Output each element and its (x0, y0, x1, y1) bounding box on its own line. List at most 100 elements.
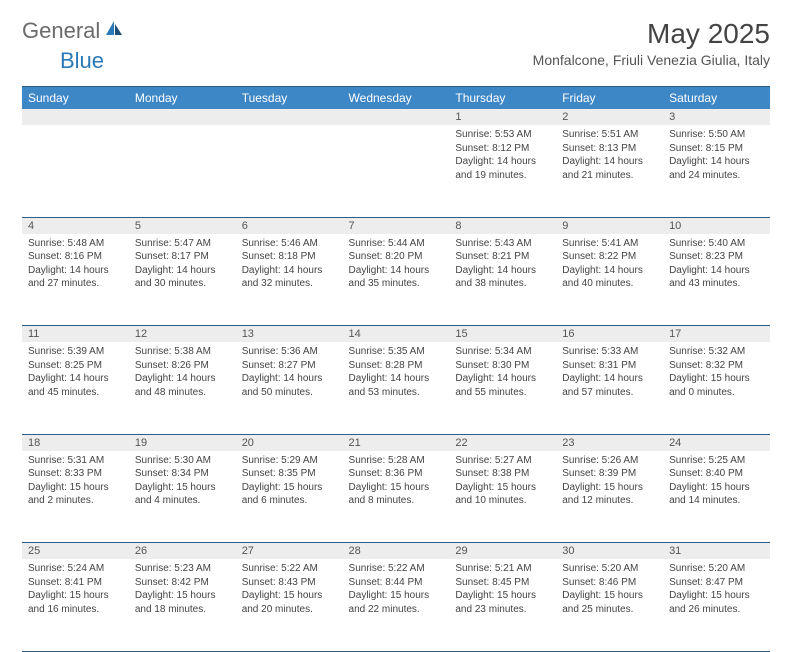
sunrise-line: Sunrise: 5:51 AM (562, 128, 657, 142)
weekday-header: Tuesday (236, 87, 343, 110)
sunrise-line: Sunrise: 5:41 AM (562, 237, 657, 251)
month-title: May 2025 (533, 18, 770, 50)
sunset-line: Sunset: 8:46 PM (562, 576, 657, 590)
daylight-line: Daylight: 15 hours and 0 minutes. (669, 372, 764, 399)
daylight-line: Daylight: 14 hours and 40 minutes. (562, 264, 657, 291)
sunset-line: Sunset: 8:47 PM (669, 576, 764, 590)
day-number-cell: 1 (449, 109, 556, 125)
day-number-cell: 31 (663, 543, 770, 560)
week-row: Sunrise: 5:31 AMSunset: 8:33 PMDaylight:… (22, 451, 770, 543)
sunset-line: Sunset: 8:42 PM (135, 576, 230, 590)
daylight-line: Daylight: 14 hours and 32 minutes. (242, 264, 337, 291)
sunrise-line: Sunrise: 5:30 AM (135, 454, 230, 468)
sunset-line: Sunset: 8:25 PM (28, 359, 123, 373)
daynum-row: 18192021222324 (22, 434, 770, 451)
sunset-line: Sunset: 8:26 PM (135, 359, 230, 373)
sunset-line: Sunset: 8:27 PM (242, 359, 337, 373)
daylight-line: Daylight: 15 hours and 12 minutes. (562, 481, 657, 508)
day-number-cell: 19 (129, 434, 236, 451)
sunset-line: Sunset: 8:43 PM (242, 576, 337, 590)
day-cell: Sunrise: 5:46 AMSunset: 8:18 PMDaylight:… (236, 234, 343, 326)
logo-sail-icon (104, 19, 124, 44)
day-cell: Sunrise: 5:35 AMSunset: 8:28 PMDaylight:… (343, 342, 450, 434)
day-cell: Sunrise: 5:29 AMSunset: 8:35 PMDaylight:… (236, 451, 343, 543)
sunrise-line: Sunrise: 5:29 AM (242, 454, 337, 468)
logo: General (22, 18, 126, 44)
sunrise-line: Sunrise: 5:44 AM (349, 237, 444, 251)
daylight-line: Daylight: 14 hours and 24 minutes. (669, 155, 764, 182)
sunrise-line: Sunrise: 5:34 AM (455, 345, 550, 359)
day-number-cell: 25 (22, 543, 129, 560)
day-number-cell: 4 (22, 217, 129, 234)
day-number-cell: 27 (236, 543, 343, 560)
day-number-cell: 2 (556, 109, 663, 125)
day-cell: Sunrise: 5:44 AMSunset: 8:20 PMDaylight:… (343, 234, 450, 326)
day-cell: Sunrise: 5:33 AMSunset: 8:31 PMDaylight:… (556, 342, 663, 434)
day-cell: Sunrise: 5:21 AMSunset: 8:45 PMDaylight:… (449, 559, 556, 651)
day-number-cell (22, 109, 129, 125)
daylight-line: Daylight: 14 hours and 38 minutes. (455, 264, 550, 291)
day-cell: Sunrise: 5:23 AMSunset: 8:42 PMDaylight:… (129, 559, 236, 651)
day-number-cell: 12 (129, 326, 236, 343)
daylight-line: Daylight: 15 hours and 6 minutes. (242, 481, 337, 508)
day-number-cell: 11 (22, 326, 129, 343)
weekday-header: Thursday (449, 87, 556, 110)
daynum-row: 123 (22, 109, 770, 125)
sunset-line: Sunset: 8:38 PM (455, 467, 550, 481)
day-number-cell: 18 (22, 434, 129, 451)
day-cell: Sunrise: 5:24 AMSunset: 8:41 PMDaylight:… (22, 559, 129, 651)
sunrise-line: Sunrise: 5:32 AM (669, 345, 764, 359)
day-cell: Sunrise: 5:47 AMSunset: 8:17 PMDaylight:… (129, 234, 236, 326)
sunrise-line: Sunrise: 5:48 AM (28, 237, 123, 251)
day-number-cell: 7 (343, 217, 450, 234)
day-number-cell: 23 (556, 434, 663, 451)
sunrise-line: Sunrise: 5:21 AM (455, 562, 550, 576)
day-cell: Sunrise: 5:48 AMSunset: 8:16 PMDaylight:… (22, 234, 129, 326)
day-number-cell: 5 (129, 217, 236, 234)
day-cell (236, 125, 343, 217)
weekday-header: Wednesday (343, 87, 450, 110)
sunset-line: Sunset: 8:17 PM (135, 250, 230, 264)
sunrise-line: Sunrise: 5:25 AM (669, 454, 764, 468)
daylight-line: Daylight: 14 hours and 19 minutes. (455, 155, 550, 182)
sunrise-line: Sunrise: 5:35 AM (349, 345, 444, 359)
day-number-cell: 20 (236, 434, 343, 451)
sunrise-line: Sunrise: 5:53 AM (455, 128, 550, 142)
sunset-line: Sunset: 8:21 PM (455, 250, 550, 264)
day-cell: Sunrise: 5:39 AMSunset: 8:25 PMDaylight:… (22, 342, 129, 434)
day-number-cell: 13 (236, 326, 343, 343)
day-cell: Sunrise: 5:32 AMSunset: 8:32 PMDaylight:… (663, 342, 770, 434)
day-cell: Sunrise: 5:53 AMSunset: 8:12 PMDaylight:… (449, 125, 556, 217)
day-number-cell: 8 (449, 217, 556, 234)
logo-text-general: General (22, 18, 100, 44)
sunset-line: Sunset: 8:20 PM (349, 250, 444, 264)
day-cell: Sunrise: 5:38 AMSunset: 8:26 PMDaylight:… (129, 342, 236, 434)
day-number-cell: 29 (449, 543, 556, 560)
week-row: Sunrise: 5:24 AMSunset: 8:41 PMDaylight:… (22, 559, 770, 651)
sunrise-line: Sunrise: 5:40 AM (669, 237, 764, 251)
sunrise-line: Sunrise: 5:46 AM (242, 237, 337, 251)
day-number-cell: 26 (129, 543, 236, 560)
daylight-line: Daylight: 14 hours and 48 minutes. (135, 372, 230, 399)
sunrise-line: Sunrise: 5:20 AM (669, 562, 764, 576)
day-number-cell: 16 (556, 326, 663, 343)
day-cell: Sunrise: 5:41 AMSunset: 8:22 PMDaylight:… (556, 234, 663, 326)
day-cell: Sunrise: 5:34 AMSunset: 8:30 PMDaylight:… (449, 342, 556, 434)
sunrise-line: Sunrise: 5:27 AM (455, 454, 550, 468)
day-number-cell: 30 (556, 543, 663, 560)
sunset-line: Sunset: 8:32 PM (669, 359, 764, 373)
day-cell (343, 125, 450, 217)
sunrise-line: Sunrise: 5:39 AM (28, 345, 123, 359)
daynum-row: 45678910 (22, 217, 770, 234)
sunset-line: Sunset: 8:13 PM (562, 142, 657, 156)
day-cell: Sunrise: 5:20 AMSunset: 8:46 PMDaylight:… (556, 559, 663, 651)
sunrise-line: Sunrise: 5:24 AM (28, 562, 123, 576)
week-row: Sunrise: 5:53 AMSunset: 8:12 PMDaylight:… (22, 125, 770, 217)
day-cell (129, 125, 236, 217)
daylight-line: Daylight: 15 hours and 4 minutes. (135, 481, 230, 508)
sunset-line: Sunset: 8:40 PM (669, 467, 764, 481)
daylight-line: Daylight: 14 hours and 27 minutes. (28, 264, 123, 291)
sunrise-line: Sunrise: 5:50 AM (669, 128, 764, 142)
daylight-line: Daylight: 14 hours and 57 minutes. (562, 372, 657, 399)
sunset-line: Sunset: 8:18 PM (242, 250, 337, 264)
